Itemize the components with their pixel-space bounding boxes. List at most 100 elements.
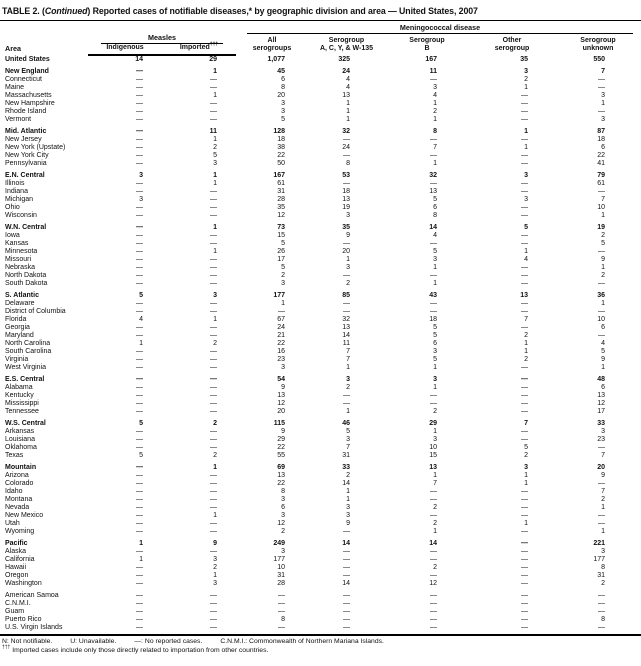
value-cell: 1 bbox=[213, 464, 217, 471]
value-cell: — bbox=[521, 488, 528, 495]
value-cell: 7 bbox=[524, 420, 528, 427]
value-cell: — bbox=[521, 616, 528, 623]
value-cell: — bbox=[136, 248, 143, 255]
value-cell: 5 bbox=[433, 248, 437, 255]
value-cell: — bbox=[521, 364, 528, 371]
table-row: Minnesota — 1 26 20 5 1 — bbox=[0, 248, 641, 256]
value-cell: 1 bbox=[601, 264, 605, 271]
area-cell: S. Atlantic bbox=[5, 292, 39, 299]
value-cell: — bbox=[343, 180, 350, 187]
table-row: W.N. Central — 1 73 35 14 5 19 bbox=[0, 220, 641, 232]
area-cell: Pacific bbox=[5, 540, 28, 547]
value-cell: 1 bbox=[601, 364, 605, 371]
value-cell: 6 bbox=[433, 340, 437, 347]
area-cell: Connecticut bbox=[5, 76, 42, 83]
value-cell: 3 bbox=[524, 196, 528, 203]
value-cell: 4 bbox=[524, 256, 528, 263]
value-cell: 29 bbox=[429, 420, 437, 427]
value-cell: 29 bbox=[209, 56, 217, 63]
table-row: Michigan 3 — 28 13 5 3 7 bbox=[0, 196, 641, 204]
value-cell: 3 bbox=[524, 172, 528, 179]
value-cell: — bbox=[598, 332, 605, 339]
value-cell: — bbox=[521, 232, 528, 239]
value-cell: 3 bbox=[139, 196, 143, 203]
value-cell: — bbox=[430, 300, 437, 307]
value-cell: 7 bbox=[346, 348, 350, 355]
value-cell: — bbox=[598, 308, 605, 315]
dagger-footnote-marker: ††† bbox=[209, 41, 219, 48]
value-cell: — bbox=[136, 240, 143, 247]
value-cell: — bbox=[430, 624, 437, 631]
table-row: Tennessee — — 20 1 2 — 17 bbox=[0, 408, 641, 416]
value-cell: 7 bbox=[601, 488, 605, 495]
area-cell: Delaware bbox=[5, 300, 35, 307]
table-row: W.S. Central 5 2 115 46 29 7 33 bbox=[0, 416, 641, 428]
value-cell: — bbox=[521, 376, 528, 383]
table-row: Wisconsin — — 12 3 8 — 1 bbox=[0, 212, 641, 220]
value-cell: 4 bbox=[139, 316, 143, 323]
value-cell: 21 bbox=[277, 332, 285, 339]
value-cell: — bbox=[136, 384, 143, 391]
value-cell: 8 bbox=[601, 616, 605, 623]
value-cell: 1 bbox=[213, 572, 217, 579]
value-cell: 5 bbox=[524, 444, 528, 451]
value-cell: — bbox=[136, 592, 143, 599]
table-row: Guam — — — — — — — bbox=[0, 608, 641, 616]
value-cell: — bbox=[430, 240, 437, 247]
area-cell: American Samoa bbox=[5, 592, 59, 599]
value-cell: 1,077 bbox=[267, 56, 285, 63]
value-cell: 7 bbox=[433, 480, 437, 487]
value-cell: — bbox=[278, 608, 285, 615]
value-cell: 6 bbox=[281, 76, 285, 83]
area-cell: W.N. Central bbox=[5, 224, 47, 231]
value-cell: 22 bbox=[277, 152, 285, 159]
table-bottom-rule bbox=[0, 634, 641, 636]
value-cell: 32 bbox=[342, 316, 350, 323]
value-cell: — bbox=[136, 128, 143, 135]
value-cell: — bbox=[430, 512, 437, 519]
table-row: Delaware — — 1 — — — 1 bbox=[0, 300, 641, 308]
value-cell: — bbox=[521, 180, 528, 187]
value-cell: — bbox=[136, 212, 143, 219]
value-cell: — bbox=[521, 408, 528, 415]
table-row: Ohio — — 35 19 6 — 10 bbox=[0, 204, 641, 212]
value-cell: — bbox=[136, 488, 143, 495]
value-cell: 1 bbox=[524, 520, 528, 527]
value-cell: — bbox=[136, 480, 143, 487]
value-cell: 5 bbox=[433, 356, 437, 363]
area-cell: Minnesota bbox=[5, 248, 38, 255]
value-cell: 1 bbox=[346, 488, 350, 495]
table-row: United States 14 29 1,077 325 167 35 550 bbox=[0, 55, 641, 64]
value-cell: 14 bbox=[135, 56, 143, 63]
table-row: South Dakota — — 3 2 1 — — bbox=[0, 280, 641, 288]
table-row: Oklahoma — — 22 7 10 5 — bbox=[0, 444, 641, 452]
value-cell: 12 bbox=[277, 400, 285, 407]
value-cell: 1 bbox=[139, 556, 143, 563]
value-cell: 13 bbox=[342, 196, 350, 203]
value-cell: — bbox=[343, 616, 350, 623]
table-row: Florida 4 1 67 32 18 7 10 bbox=[0, 316, 641, 324]
value-cell: 13 bbox=[277, 472, 285, 479]
value-cell: — bbox=[521, 556, 528, 563]
area-cell: District of Columbia bbox=[5, 308, 66, 315]
value-cell: — bbox=[430, 392, 437, 399]
column-header-area: Area bbox=[5, 44, 21, 53]
table-row: Illinois — 1 61 — — — 61 bbox=[0, 180, 641, 188]
area-cell: Pennsylvania bbox=[5, 160, 47, 167]
value-cell: 2 bbox=[601, 496, 605, 503]
value-cell: 22 bbox=[277, 444, 285, 451]
value-cell: 3 bbox=[601, 548, 605, 555]
value-cell: 55 bbox=[277, 452, 285, 459]
value-cell: — bbox=[136, 324, 143, 331]
area-cell: New Hampshire bbox=[5, 100, 55, 107]
value-cell: — bbox=[521, 548, 528, 555]
value-cell: 3 bbox=[601, 116, 605, 123]
footnote-no-reported-cases: —: No reported cases. bbox=[134, 638, 203, 645]
table-row: Utah — — 12 9 2 1 — bbox=[0, 520, 641, 528]
value-cell: 13 bbox=[429, 188, 437, 195]
value-cell: — bbox=[136, 520, 143, 527]
table-header: Area Meningococcal disease Measles All se… bbox=[0, 24, 641, 56]
dagger-footnote-marker: ††† bbox=[2, 644, 11, 651]
value-cell: 3 bbox=[601, 92, 605, 99]
column-header-serogroup-acyw: Serogroup A, C, Y, & W-135 bbox=[319, 37, 374, 52]
